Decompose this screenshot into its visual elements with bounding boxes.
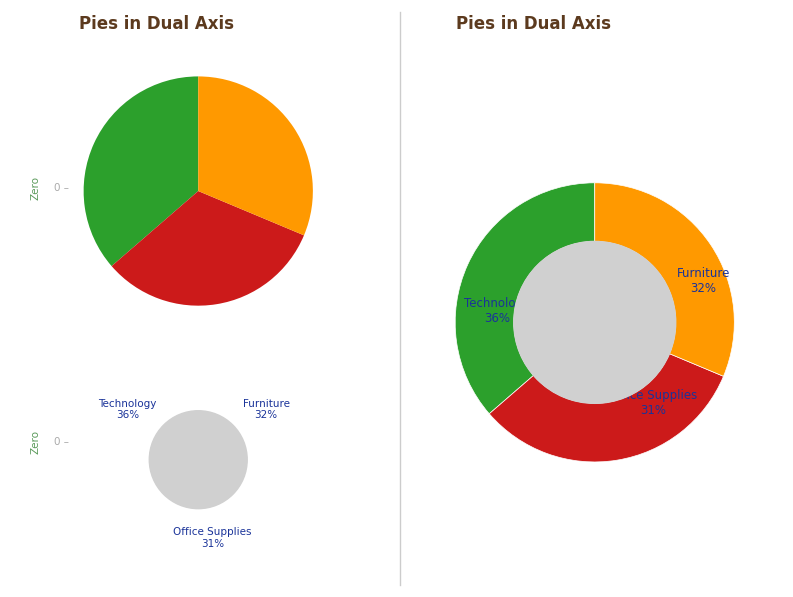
Wedge shape [198,76,313,235]
Text: 0 –: 0 – [54,183,69,193]
Wedge shape [83,76,198,266]
Text: Pies in Dual Axis: Pies in Dual Axis [79,15,234,33]
Text: Furniture
32%: Furniture 32% [243,399,289,420]
Wedge shape [455,183,595,414]
Text: Office Supplies
31%: Office Supplies 31% [173,528,251,549]
Wedge shape [112,191,304,306]
Text: Pies in Dual Axis: Pies in Dual Axis [456,15,611,33]
Text: Zero: Zero [31,176,40,200]
Circle shape [149,411,247,509]
Circle shape [514,241,676,404]
Text: Technology
36%: Technology 36% [98,399,157,420]
Text: 0 –: 0 – [54,437,69,447]
Wedge shape [489,353,723,462]
Text: Office Supplies
31%: Office Supplies 31% [609,389,698,417]
Text: Zero: Zero [31,430,40,454]
Wedge shape [595,183,734,376]
Text: Furniture
32%: Furniture 32% [677,266,730,294]
Text: Technology
36%: Technology 36% [464,297,530,325]
